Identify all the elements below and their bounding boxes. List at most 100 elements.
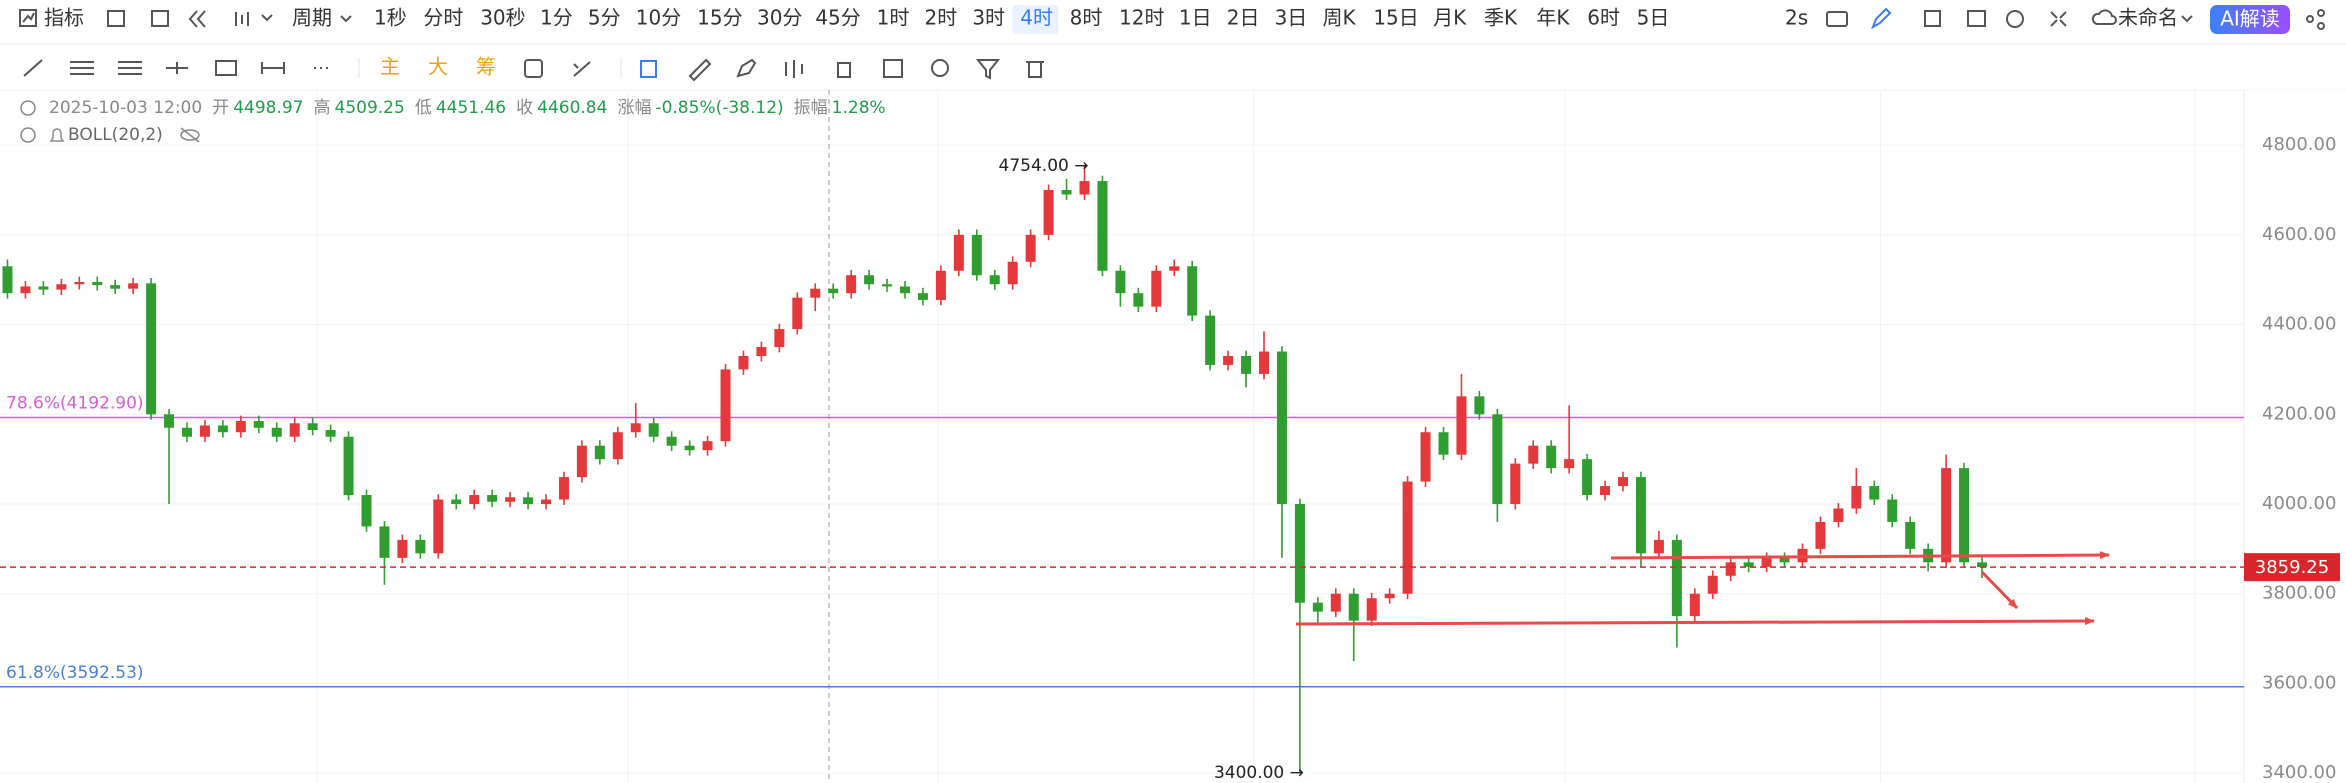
- lock-tool[interactable]: [837, 62, 851, 78]
- last-price-box: [2244, 553, 2340, 582]
- level-label: 61.8%(3592.53): [6, 663, 144, 683]
- candle-body: [397, 539, 408, 558]
- interval-tab[interactable]: 年K: [1536, 6, 1570, 30]
- drawn-arrow[interactable]: [1610, 551, 2110, 560]
- candle-body: [1061, 190, 1072, 195]
- refresh-rate[interactable]: 2s: [1785, 6, 1808, 30]
- delete-tool[interactable]: [1026, 61, 1044, 78]
- line-tool[interactable]: [23, 59, 43, 77]
- candle-body: [1671, 539, 1682, 617]
- measure-tool[interactable]: [573, 61, 591, 77]
- interval-tab[interactable]: 4时: [1020, 6, 1053, 30]
- interval-tab[interactable]: 30分: [757, 6, 802, 30]
- interval-tab[interactable]: 15分: [697, 6, 742, 30]
- candle-body: [433, 499, 444, 554]
- interval-tab[interactable]: 8时: [1070, 6, 1103, 30]
- period-chevron[interactable]: [340, 15, 352, 23]
- interval-tab[interactable]: 1秒: [374, 6, 407, 30]
- layout-icon[interactable]: [151, 10, 169, 27]
- interval-tab[interactable]: 1时: [877, 6, 910, 30]
- interval-tab[interactable]: 10分: [636, 6, 681, 30]
- candle-body: [2, 266, 13, 294]
- interval-tab[interactable]: 2时: [925, 6, 958, 30]
- visibility-icon[interactable]: [180, 129, 200, 141]
- interval-tab[interactable]: 5日: [1637, 6, 1670, 30]
- magnet-tool[interactable]: [931, 59, 949, 77]
- copy-tool[interactable]: [640, 60, 657, 78]
- chart-type-icon[interactable]: [235, 12, 273, 26]
- template-icon[interactable]: [107, 10, 125, 27]
- channel-tool[interactable]: [70, 61, 94, 75]
- candle-tool[interactable]: [785, 60, 803, 78]
- visibility-icon[interactable]: [180, 127, 200, 143]
- candle-body: [1582, 459, 1593, 496]
- interval-tab[interactable]: 5分: [588, 6, 621, 30]
- note-tool[interactable]: [883, 59, 903, 78]
- candle-body: [1384, 593, 1395, 599]
- save-icon[interactable]: [1967, 10, 1986, 27]
- doc-chevron[interactable]: [2181, 15, 2193, 23]
- candle-body: [1851, 486, 1862, 509]
- parallel-tool[interactable]: [118, 61, 142, 75]
- candle-body: [1097, 181, 1108, 271]
- share-icon[interactable]: [2317, 22, 2325, 30]
- interval-tab[interactable]: 2日: [1227, 6, 1260, 30]
- candle-body: [1959, 468, 1970, 563]
- interval-tab[interactable]: 3时: [972, 6, 1005, 30]
- share-icon[interactable]: [2317, 9, 2325, 17]
- settings-icon[interactable]: [2006, 10, 2024, 28]
- candle-body: [1223, 355, 1234, 365]
- interval-tab[interactable]: 3日: [1275, 6, 1308, 30]
- pen-tool[interactable]: [736, 58, 757, 78]
- document-name[interactable]: 未命名: [2118, 6, 2178, 30]
- alert-icon[interactable]: [49, 128, 65, 142]
- camera-icon[interactable]: [1826, 11, 1848, 27]
- drawn-arrow[interactable]: [1295, 617, 2095, 626]
- candle-body: [1276, 351, 1287, 505]
- interval-tab[interactable]: 6时: [1587, 6, 1620, 30]
- ai-button-label[interactable]: AI解读: [2220, 7, 2280, 31]
- window-icon[interactable]: [1924, 10, 1941, 27]
- hline-tool[interactable]: [166, 62, 188, 74]
- candle-body: [1761, 557, 1772, 567]
- collapse-icon[interactable]: [20, 127, 36, 143]
- interval-tab[interactable]: 季K: [1484, 6, 1518, 30]
- share-icon[interactable]: [2306, 15, 2314, 23]
- interval-tab[interactable]: 45分: [815, 6, 860, 30]
- interval-tab[interactable]: 分时: [423, 6, 463, 30]
- candle-body: [666, 436, 677, 446]
- interval-tab[interactable]: 周K: [1322, 6, 1356, 30]
- ruler-tool[interactable]: [688, 58, 712, 82]
- candle-body: [1133, 293, 1144, 307]
- range-tool[interactable]: [261, 62, 285, 74]
- interval-tab[interactable]: 15日: [1373, 6, 1418, 30]
- draw-icon[interactable]: [1871, 7, 1892, 30]
- filter-tool[interactable]: [975, 59, 1001, 80]
- indicator-button[interactable]: 指标: [44, 6, 84, 30]
- chips-tool[interactable]: 筹: [476, 55, 496, 79]
- big-order-tool[interactable]: 大: [428, 55, 448, 79]
- top-toolbar: 指标 周期 1秒 分时 30秒 1分 5分 10分 15分 30分 45分 1时 2时 3时 4时 8时 1…: [0, 5, 2346, 45]
- sync-tool[interactable]: [524, 59, 543, 78]
- candle-body: [253, 421, 264, 428]
- replay-icon[interactable]: [188, 10, 206, 28]
- candle-body: [1043, 190, 1054, 235]
- candle-body: [684, 445, 695, 451]
- candle-body: [307, 423, 318, 430]
- interval-tab[interactable]: 1分: [540, 6, 573, 30]
- fullscreen-icon[interactable]: [2050, 11, 2067, 27]
- candle-body: [1528, 445, 1539, 464]
- interval-tab[interactable]: 12时: [1119, 6, 1164, 30]
- cloud-icon[interactable]: [2091, 9, 2117, 25]
- rect-tool[interactable]: [215, 60, 237, 76]
- info-text: 4460.84: [537, 98, 607, 118]
- drawn-arrow[interactable]: [1980, 570, 2019, 610]
- period-button[interactable]: 周期: [292, 6, 332, 30]
- y-tick-label: 3800.00: [2262, 583, 2336, 604]
- main-indicator-tool[interactable]: 主: [380, 55, 400, 79]
- interval-tab[interactable]: 30秒: [480, 6, 525, 30]
- interval-tab[interactable]: 1日: [1179, 6, 1212, 30]
- ai-button[interactable]: [2210, 5, 2290, 34]
- collapse-icon[interactable]: [20, 100, 36, 116]
- interval-tab[interactable]: 月K: [1433, 6, 1467, 30]
